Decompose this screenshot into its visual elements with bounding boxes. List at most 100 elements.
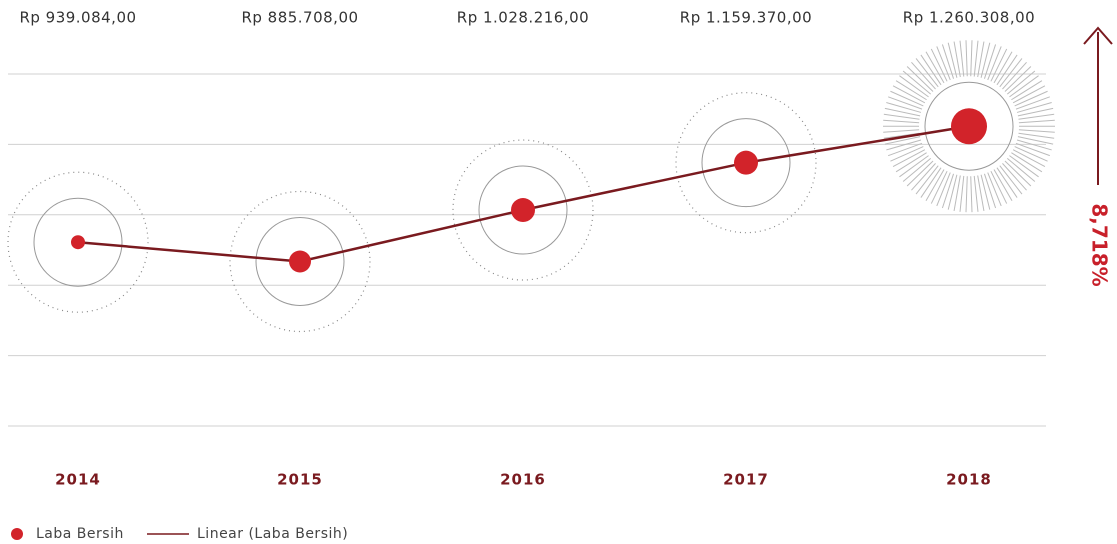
data-point: [734, 150, 758, 175]
halo-ray: [996, 54, 1018, 86]
halo-ray: [980, 42, 991, 78]
halo-ray: [930, 170, 948, 204]
halo-ray: [1018, 113, 1055, 120]
halo-ray: [895, 80, 927, 101]
halo-ring: [924, 81, 1014, 171]
halo-ray: [1012, 149, 1046, 168]
halo-ray: [1012, 85, 1046, 104]
halo-ray: [993, 169, 1013, 201]
halo-ray: [973, 40, 979, 77]
arrow-head: [1083, 26, 1113, 45]
halo-ray: [1011, 80, 1043, 101]
halo-ray: [925, 51, 945, 84]
halo-ray: [902, 157, 932, 182]
halo-ray: [993, 51, 1013, 84]
halo-ray: [996, 167, 1018, 198]
halo-ray: [999, 58, 1023, 88]
halo-ray: [999, 165, 1023, 195]
halo-ray: [915, 58, 939, 88]
halo-ray: [906, 160, 934, 187]
trend-line: [77, 125, 970, 263]
halo-ring: [33, 197, 123, 287]
halo-ray: [1018, 132, 1055, 139]
halo-ray: [1009, 75, 1039, 98]
legend-label: Laba Bersih: [36, 526, 124, 542]
halo-ray: [899, 75, 929, 98]
halo-ring: [701, 118, 791, 208]
halo-ray: [886, 139, 922, 151]
halo-ray: [1002, 163, 1027, 191]
x-tick-label: 2018: [946, 471, 992, 489]
halo-ray: [1014, 90, 1048, 107]
halo-ray: [890, 90, 924, 107]
halo-ray: [1018, 119, 1055, 124]
halo-ray: [911, 61, 936, 90]
halo-ray: [959, 175, 965, 212]
halo-ray: [953, 41, 961, 78]
halo-dots: [452, 139, 594, 281]
halo-ray: [1016, 102, 1052, 113]
halo-ray: [920, 167, 942, 198]
halo-ray: [1004, 66, 1032, 92]
halo-ray: [973, 175, 979, 212]
halo-ray: [1014, 146, 1048, 162]
halo-ray: [983, 173, 997, 209]
halo-ray: [987, 46, 1002, 81]
halo-ray: [990, 48, 1008, 82]
halo-ray: [1009, 155, 1039, 178]
halo-ray: [906, 66, 934, 92]
halo-ray: [970, 176, 973, 213]
halo-ray: [911, 163, 936, 191]
halo-ray: [899, 155, 929, 178]
value-label: Rp 885.708,00: [241, 9, 358, 27]
halo-ray: [941, 44, 955, 79]
halo-ray: [1002, 61, 1027, 90]
halo-ray: [1017, 136, 1054, 145]
x-tick-label: 2017: [723, 471, 769, 489]
halo-ray: [884, 107, 921, 117]
halo-ring: [255, 216, 345, 306]
halo-ray: [947, 174, 958, 210]
halo-ray: [925, 169, 945, 201]
halo-ray: [1011, 152, 1043, 173]
halo-ray: [1018, 129, 1055, 133]
halo-ray: [947, 42, 958, 78]
x-tick-label: 2016: [500, 471, 546, 489]
x-tick-label: 2015: [277, 471, 323, 489]
halo-ring: [478, 165, 568, 255]
halo-ray: [920, 54, 942, 86]
halo-ray: [1006, 70, 1036, 95]
halo-ray: [977, 41, 985, 78]
halo-ray: [883, 129, 920, 133]
halo-ray: [1015, 96, 1050, 110]
halo-ray: [888, 142, 923, 157]
halo-ray: [930, 48, 948, 82]
legend-label: Linear (Laba Bersih): [197, 526, 348, 542]
data-point: [511, 198, 535, 223]
halo-ray: [902, 70, 932, 95]
value-label: Rp 1.028.216,00: [457, 9, 589, 27]
halo-ray: [990, 170, 1008, 204]
halo-ray: [965, 176, 968, 213]
legend-marker: [11, 528, 23, 540]
halo-ray: [965, 40, 968, 77]
halo-ray: [892, 149, 926, 168]
data-point: [951, 108, 987, 145]
value-label: Rp 939.084,00: [19, 9, 136, 27]
halo-ray: [890, 146, 924, 162]
data-point: [71, 235, 85, 250]
halo-ray: [883, 119, 920, 124]
halo-ray: [1016, 139, 1052, 151]
halo-dots: [229, 190, 371, 333]
halo-ray: [980, 174, 991, 210]
halo-ray: [959, 40, 965, 77]
halo-ray: [936, 46, 951, 81]
halo-ray: [1006, 157, 1036, 182]
halo-ray: [892, 85, 926, 104]
halo-dots: [675, 92, 817, 234]
halo-ray: [888, 96, 923, 110]
halo-ray: [983, 44, 997, 79]
halo-ray: [941, 173, 955, 209]
halo-ray: [886, 102, 922, 113]
